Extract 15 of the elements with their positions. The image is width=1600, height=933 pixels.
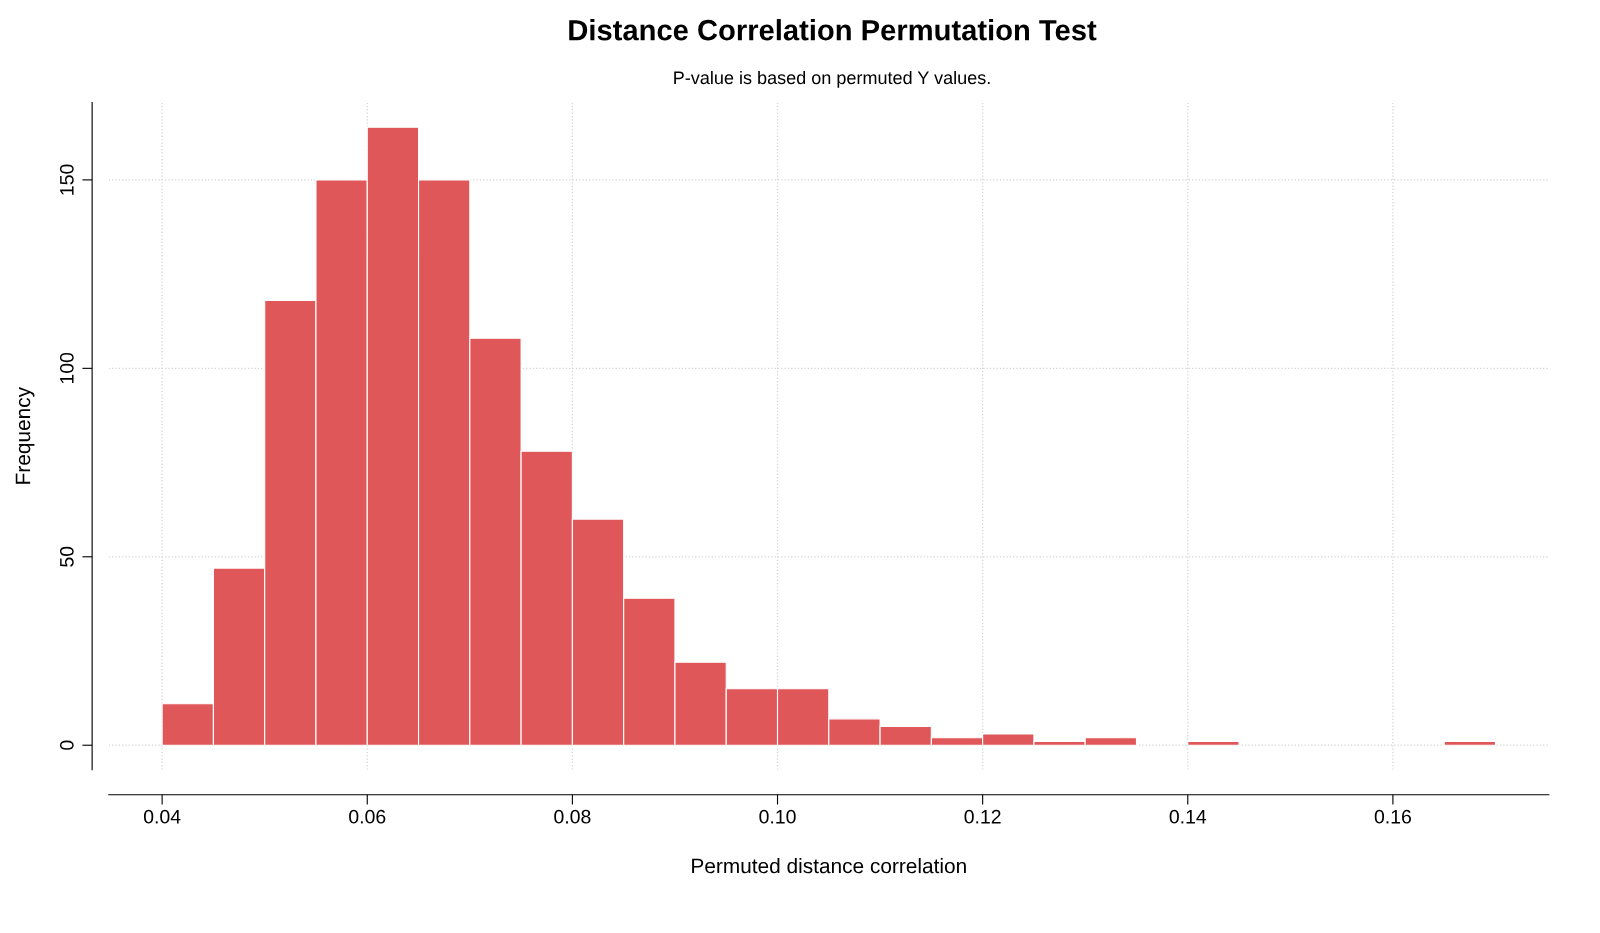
x-tick-label: 0.10 — [759, 809, 796, 824]
y-tick-label: 100 — [59, 352, 74, 384]
x-axis-title: Permuted distance correlation — [692, 857, 966, 874]
chart-title: Distance Correlation Permutation Test — [569, 19, 1097, 41]
x-tick-label: 0.16 — [1374, 809, 1411, 824]
chart-subtitle: P-value is based on permuted Y values. — [674, 70, 990, 88]
y-tick-label: 50 — [59, 546, 74, 567]
x-tick-label: 0.06 — [349, 809, 386, 824]
x-tick-label: 0.04 — [143, 809, 181, 824]
x-tick-label: 0.14 — [1169, 809, 1207, 824]
x-tick-label: 0.12 — [964, 809, 1001, 824]
y-tick-label: 0 — [59, 740, 74, 750]
y-axis-title: Frequency — [15, 387, 35, 484]
x-tick-label: 0.08 — [554, 809, 591, 824]
y-tick-label: 150 — [59, 164, 74, 195]
